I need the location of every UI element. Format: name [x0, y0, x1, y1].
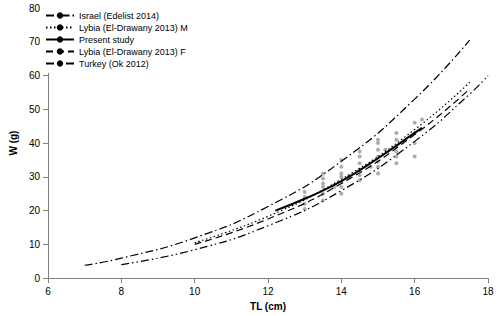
svg-text:Israel (Edelist 2014): Israel (Edelist 2014): [79, 11, 159, 21]
svg-text:TL (cm): TL (cm): [250, 301, 286, 312]
svg-text:10: 10: [189, 286, 201, 297]
svg-text:Turkey (Ok 2012): Turkey (Ok 2012): [79, 59, 149, 69]
svg-text:14: 14: [336, 286, 348, 297]
svg-text:30: 30: [29, 171, 41, 182]
svg-text:18: 18: [482, 286, 494, 297]
svg-text:W (g): W (g): [8, 131, 19, 156]
svg-text:20: 20: [29, 205, 41, 216]
svg-text:12: 12: [262, 286, 274, 297]
svg-text:50: 50: [29, 104, 41, 115]
svg-text:16: 16: [409, 286, 421, 297]
svg-text:Lybia (El-Drawany 2013) M: Lybia (El-Drawany 2013) M: [79, 23, 188, 33]
svg-text:Present study: Present study: [79, 35, 135, 45]
svg-text:70: 70: [29, 36, 41, 47]
svg-text:60: 60: [29, 70, 41, 81]
svg-text:10: 10: [29, 239, 41, 250]
svg-text:0: 0: [34, 273, 40, 284]
svg-text:Lybia (El-Drawany 2013) F: Lybia (El-Drawany 2013) F: [79, 47, 186, 57]
svg-text:80: 80: [29, 3, 41, 14]
svg-text:6: 6: [45, 286, 51, 297]
svg-text:8: 8: [119, 286, 125, 297]
svg-text:40: 40: [29, 138, 41, 149]
